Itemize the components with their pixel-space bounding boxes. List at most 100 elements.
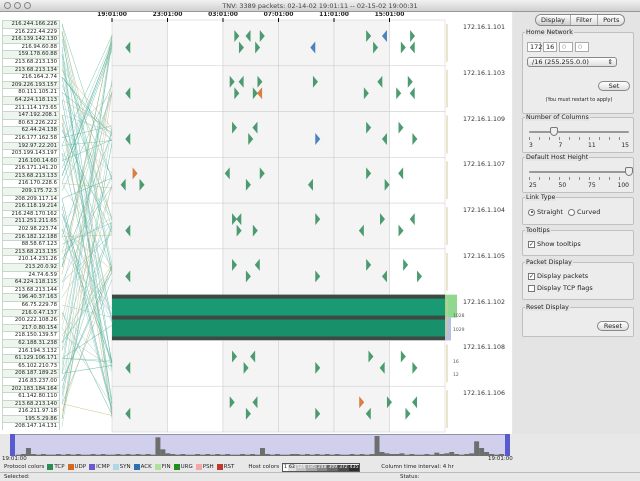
packet-tcp[interactable] (381, 133, 387, 146)
packet-tcp[interactable] (373, 41, 379, 54)
host-link[interactable] (61, 35, 113, 397)
packet-tcp[interactable] (238, 41, 244, 54)
packet-tcp[interactable] (255, 41, 261, 54)
host-time-cell[interactable] (167, 157, 224, 204)
host-link[interactable] (61, 183, 113, 268)
remote-host[interactable]: 208.187.189.25 (2, 369, 60, 377)
packet-ack[interactable] (315, 133, 321, 146)
packet-tcp[interactable] (366, 121, 372, 134)
packet-tcp[interactable] (236, 213, 242, 226)
packet-tcp[interactable] (315, 270, 321, 283)
host-link[interactable] (61, 139, 113, 161)
host-time-cell[interactable] (222, 157, 279, 204)
host-link[interactable] (61, 93, 113, 138)
packet-tcp[interactable] (259, 167, 265, 180)
packet-tcp[interactable] (368, 350, 374, 363)
remote-host[interactable]: 147.192.208.1 (2, 111, 60, 119)
packet-tcp[interactable] (236, 224, 242, 237)
checkbox-unchecked-icon[interactable] (528, 284, 535, 292)
remote-host[interactable]: 216.171.141.20 (2, 164, 60, 172)
packet-tcp[interactable] (245, 270, 251, 283)
remote-host[interactable]: 217.0.80.154 (2, 323, 60, 332)
set-button[interactable]: Set (598, 81, 630, 91)
remote-host[interactable]: 211.251.211.65 (2, 217, 60, 226)
host-link[interactable] (61, 263, 113, 412)
remote-host[interactable]: 216.194.3.132 (2, 346, 60, 355)
host-link[interactable] (61, 99, 113, 130)
packet-tcp[interactable] (125, 41, 131, 54)
host-time-cell[interactable] (167, 202, 224, 250)
remote-host[interactable]: 211.114.173.65 (2, 103, 60, 112)
host-link[interactable] (61, 335, 113, 368)
checkbox-checked-icon[interactable]: ✓ (528, 240, 535, 248)
host-time-cell[interactable] (111, 111, 168, 158)
packet-udp[interactable] (257, 87, 263, 100)
packet-tcp[interactable] (358, 224, 364, 237)
octet-2-input[interactable]: 16 (543, 42, 557, 52)
host-link[interactable] (61, 81, 113, 321)
host-time-cell[interactable] (167, 340, 224, 387)
host-time-cell[interactable] (333, 111, 390, 158)
host-link[interactable] (61, 49, 113, 184)
packet-tcp[interactable] (257, 75, 263, 88)
packet-tcp[interactable] (403, 258, 409, 271)
packet-tcp[interactable] (384, 178, 390, 191)
packet-tcp[interactable] (363, 87, 369, 100)
host-link[interactable] (61, 36, 113, 351)
remote-host[interactable]: 213.20.0.92 (2, 263, 60, 271)
host-link[interactable] (61, 222, 113, 245)
local-host-label[interactable]: 172.16.1.107 (463, 161, 506, 169)
host-link[interactable] (61, 177, 113, 199)
packet-tcp[interactable] (252, 224, 258, 237)
local-host-label[interactable]: 172.16.1.105 (463, 252, 506, 260)
host-time-cell[interactable] (222, 340, 279, 387)
remote-host[interactable]: 216.244.166.226 (2, 20, 60, 28)
columns-slider[interactable] (529, 127, 629, 136)
zoom-button[interactable] (24, 2, 31, 9)
packet-tcp[interactable] (400, 350, 406, 363)
close-button[interactable] (4, 2, 11, 9)
host-link[interactable] (61, 221, 113, 412)
packet-tcp[interactable] (405, 407, 411, 420)
host-link[interactable] (61, 271, 113, 382)
host-time-cell[interactable] (333, 202, 390, 250)
host-link[interactable] (61, 251, 113, 315)
packet-tcp[interactable] (417, 270, 423, 283)
host-link[interactable] (61, 142, 113, 420)
remote-host[interactable]: 216.164.2.74 (2, 73, 60, 81)
packet-tcp[interactable] (120, 178, 126, 191)
remote-host[interactable]: 213.68.213.133 (2, 171, 60, 180)
packet-tcp[interactable] (315, 361, 321, 374)
host-time-cell[interactable] (389, 157, 446, 204)
host-link[interactable] (61, 152, 113, 218)
packet-tcp[interactable] (396, 87, 402, 100)
packet-tcp[interactable] (412, 396, 418, 409)
packet-tcp[interactable] (409, 41, 415, 54)
host-link[interactable] (61, 183, 113, 397)
host-time-cell[interactable] (389, 19, 446, 67)
remote-host[interactable]: 208.147.14.131 (2, 422, 60, 431)
packet-tcp[interactable] (315, 407, 321, 420)
remote-host[interactable]: 80.63.226.222 (2, 118, 60, 127)
show-tooltips-checkbox[interactable]: ✓ Show tooltips (528, 240, 581, 248)
packet-tcp[interactable] (252, 87, 258, 100)
host-link[interactable] (61, 403, 113, 416)
packet-tcp[interactable] (398, 121, 404, 134)
host-link[interactable] (61, 128, 113, 328)
packet-tcp[interactable] (254, 258, 260, 271)
host-link[interactable] (61, 304, 113, 318)
host-time-cell[interactable] (389, 385, 446, 433)
tab-ports[interactable]: Ports (603, 16, 620, 24)
host-time-cell[interactable] (278, 111, 335, 158)
packet-tcp[interactable] (379, 361, 385, 374)
remote-host[interactable]: 216.94.60.88 (2, 42, 60, 51)
host-time-cell[interactable] (111, 19, 168, 67)
host-time-cell[interactable] (222, 111, 279, 158)
host-time-cell[interactable] (111, 65, 168, 112)
remote-host[interactable]: 216.248.170.162 (2, 209, 60, 218)
packet-tcp[interactable] (229, 396, 235, 409)
host-time-cell[interactable] (333, 340, 390, 387)
packet-tcp[interactable] (398, 167, 404, 180)
host-link[interactable] (61, 279, 113, 404)
packet-tcp[interactable] (125, 270, 131, 283)
